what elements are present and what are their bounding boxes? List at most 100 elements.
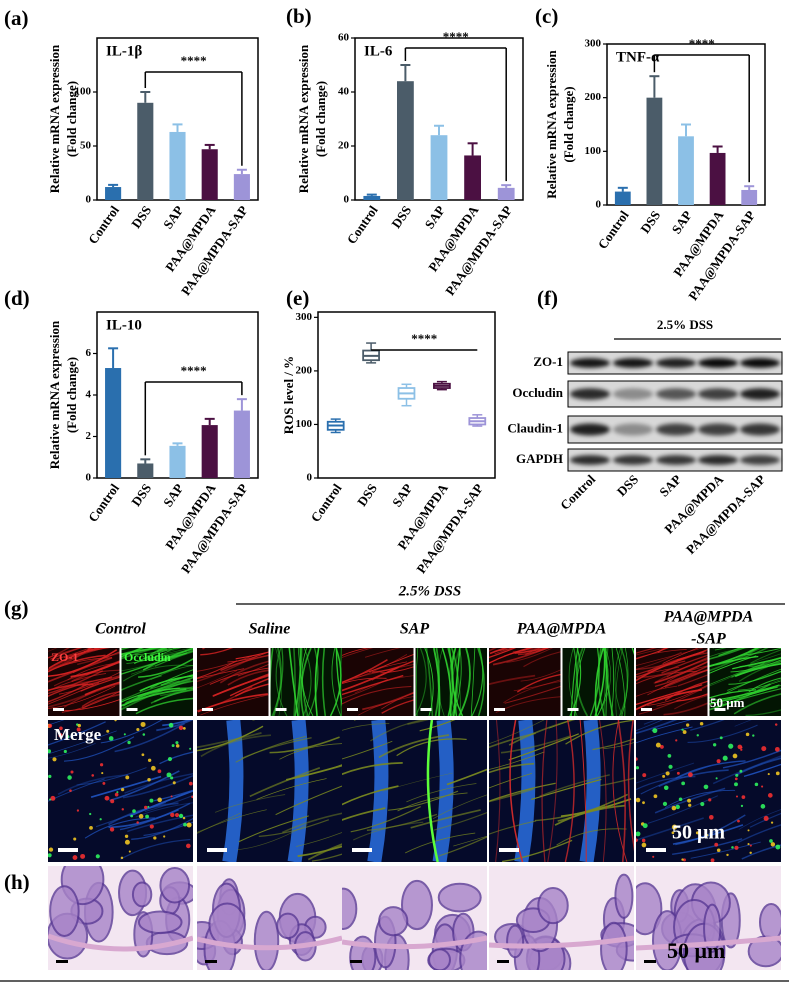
fiber [730,659,781,673]
x-tick-label: DSS [128,481,154,509]
lane-label: Control [557,471,598,512]
fiber [63,736,135,762]
scale-bar [202,708,213,711]
fiber [458,648,471,716]
fiber [342,785,399,806]
signal-dot [110,799,115,804]
signal-dot [123,733,126,736]
bar [169,445,186,478]
bar [678,136,694,205]
scale-bar [641,708,652,711]
fiber [294,648,302,716]
fiber [279,743,342,760]
blot-band [740,358,780,368]
channel-image [415,648,487,716]
fiber [419,720,456,732]
fiber [617,720,626,862]
histology-image [636,866,781,970]
fiber [525,648,541,656]
error-bar [681,123,691,137]
fiber [238,815,309,843]
fiber [605,648,608,716]
fiber [448,648,458,716]
bar [397,81,414,200]
channel-image [562,648,634,716]
panel-label: (c) [535,4,558,28]
y-tick-label: 6 [86,347,92,359]
fiber [329,648,342,716]
fiber [378,734,450,759]
x-tick-label: Control [85,203,122,247]
fiber [219,660,269,684]
fiber [109,770,180,802]
fiber [149,650,193,661]
fiber [314,648,320,716]
fiber [470,648,476,716]
signal-dot [149,798,154,803]
fiber [134,648,173,656]
x-tick-label: DSS [637,208,663,236]
scale-label: 50 μm [667,938,725,963]
scale-label: 50 μm [672,822,725,844]
signal-dot [147,758,152,762]
fiber [733,693,781,715]
fiber [509,720,524,862]
y-axis-label: (Fold change) [561,86,576,162]
signal-dot [734,777,738,781]
signal-dot [745,732,750,737]
signal-dot [48,847,54,852]
significance-label: **** [181,363,207,378]
fiber [269,736,340,754]
signal-dot [175,744,180,748]
x-tick-label: SAP [389,481,415,510]
error-bar [649,75,660,98]
signal-dot [168,722,174,728]
fiber [332,629,402,651]
tissue-fold [437,882,482,913]
signal-dot [737,744,743,750]
signal-dot [714,842,719,847]
fiber [381,699,414,714]
signal-dot [73,837,77,841]
fiber [197,812,241,833]
fiber [737,680,781,691]
fiber [438,836,487,857]
merge-label: Merge [54,725,102,744]
fiber [342,648,370,656]
image-bg [197,720,342,862]
fiber [48,682,100,705]
scale-bar [352,848,372,852]
fiber [397,792,468,812]
scale-bar [497,960,509,963]
signal-dot [716,759,721,764]
scale-bar [58,848,78,852]
error-bar [366,193,377,196]
tissue-fold [378,906,409,937]
fiber [407,720,430,726]
signal-dot [77,723,81,728]
signal-dot [130,814,134,818]
signal-dot [675,739,678,742]
fiber [307,648,319,716]
fiber [84,681,120,696]
fiber [362,691,414,711]
signal-dot [142,733,146,736]
signal-dot [50,795,56,801]
lane-label: PAA@MPDA-SAP [683,472,768,557]
fiber [531,778,602,801]
fiber [539,774,610,797]
error-bar [172,442,183,446]
fiber [197,809,267,834]
tissue-fold [342,887,358,930]
fiber [520,669,561,682]
signal-dot [149,824,154,829]
fiber [657,648,669,653]
panel-label: (a) [4,6,29,30]
fiber [76,767,147,786]
fiber [603,742,634,749]
blot-band [698,423,738,436]
fiber [741,844,781,860]
tissue-fold [537,886,569,925]
fiber [144,794,193,812]
